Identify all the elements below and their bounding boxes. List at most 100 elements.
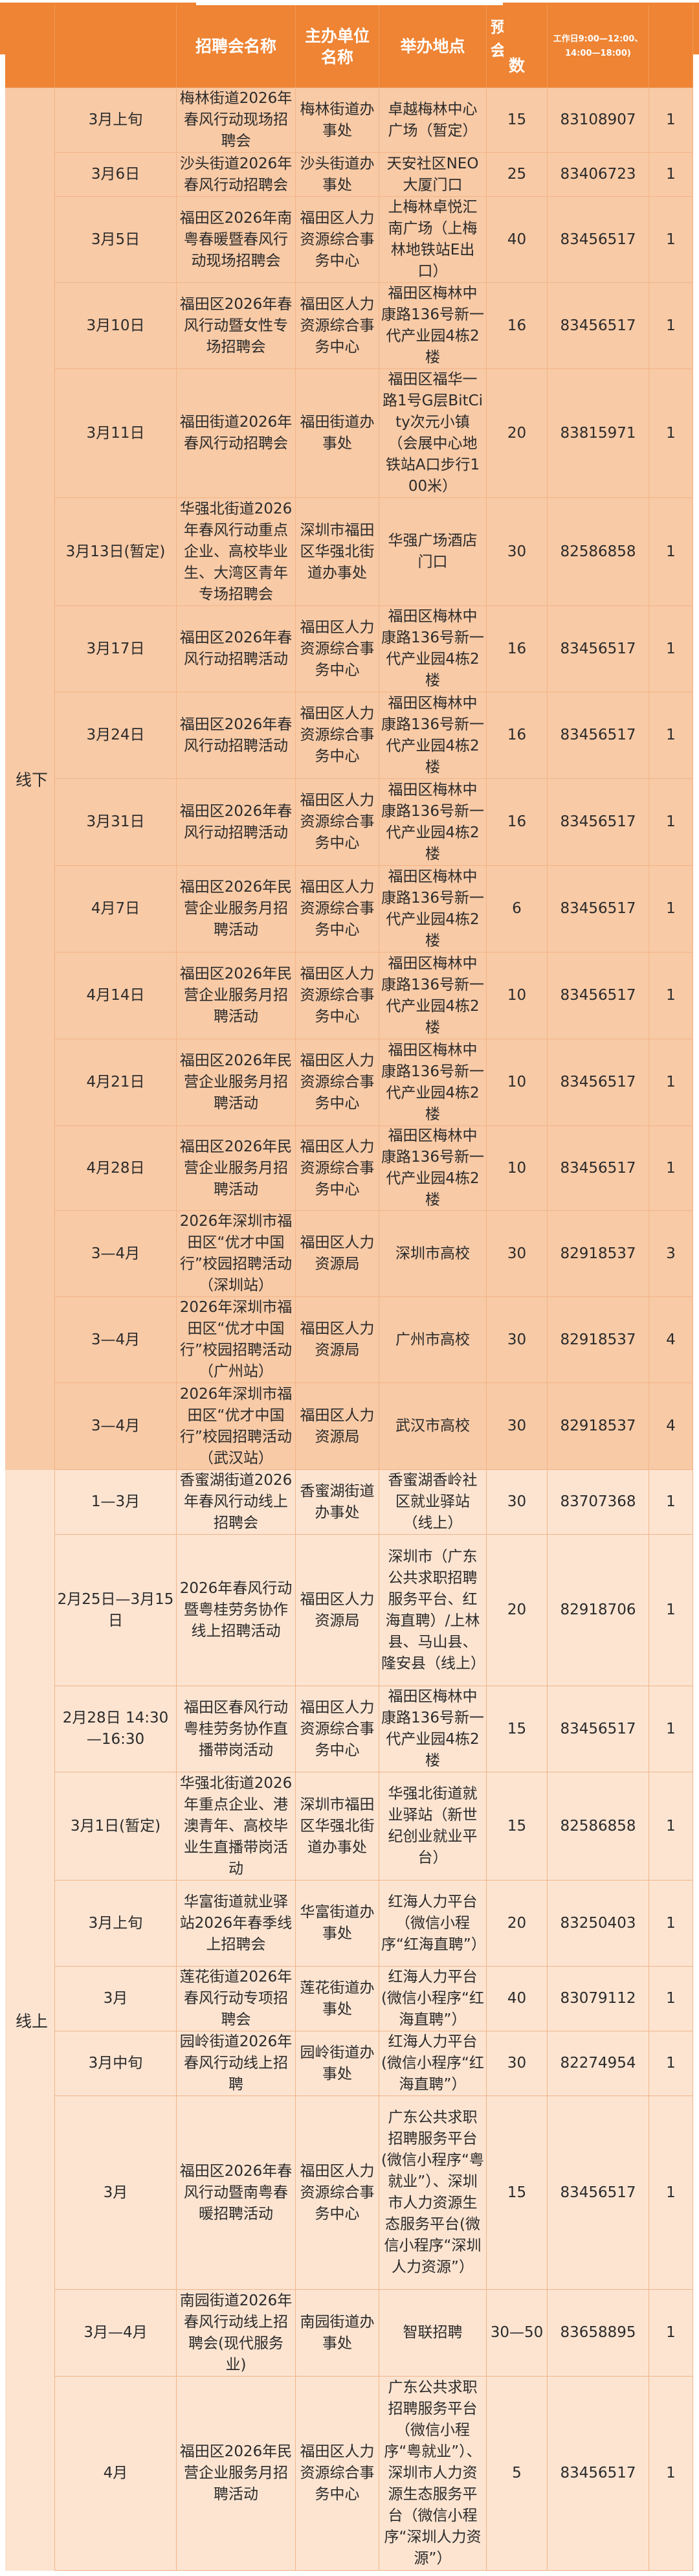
date-cell: 3月31日 [55,779,177,865]
last-cell: 1 [649,283,693,368]
header-white-strip [196,0,503,5]
venue-cell: 福田区梅林中康路136号新一代产业园4栋2楼 [379,1126,487,1210]
organizer-cell: 福田区人力资源局 [296,1535,379,1686]
table-row: 3—4月 2026年深圳市福田区“优才中国行”校园招聘活动（广州站） 福田区人力资源… [55,1297,693,1383]
date-cell: 2月25日—3月15日 [55,1535,177,1686]
phone-cell: 83456517 [548,606,649,692]
count-cell: 40 [487,197,548,282]
last-cell: 1 [649,1772,693,1880]
venue-cell: 智联招聘 [379,2290,487,2376]
phone-cell: 82918706 [548,1535,649,1686]
organizer-cell: 香蜜湖街道办事处 [296,1470,379,1534]
count-cell: 20 [487,1881,548,1966]
header-fair-name: 招聘会名称 [177,5,296,87]
phone-cell: 83456517 [548,2096,649,2289]
count-cell: 15 [487,1772,548,1880]
last-cell: 1 [649,606,693,692]
offline-section: 线下 3月上旬 梅林街道2026年春风行动现场招聘会 梅林街道办事处 卓越梅林中心广场… [5,88,693,1470]
venue-cell: 卓越梅林中心广场（暂定） [379,88,487,152]
last-cell: 4 [649,1383,693,1469]
organizer-cell: 福田区人力资源综合事务中心 [296,1039,379,1125]
venue-cell: 广东公共求职招聘服务平台（微信小程序“粤就业”）、深圳市人力资源生态服务平台（微… [379,2377,487,2570]
table-header: 招聘会名称 主办单位名称 举办地点 预会 数 工作日9:00—12:00、14:… [5,5,693,88]
fair-name-cell: 福田区2026年春风行动暨女性专场招聘会 [177,283,296,368]
fair-name-cell: 华强北街道2026年重点企业、港澳青年、高校毕业生直播带岗活动 [177,1772,296,1880]
date-cell: 3—4月 [55,1211,177,1296]
venue-cell: 华强北街道就业驿站（新世纪创业就业平台） [379,1772,487,1880]
count-cell: 16 [487,283,548,368]
venue-cell: 红海人力平台(微信小程序“红海直聘”） [379,1967,487,2031]
last-cell: 1 [649,2290,693,2376]
venue-cell: 深圳市高校 [379,1211,487,1296]
table-row: 3月上旬 华富街道就业驿站2026年春季线上招聘会 华富街道办事处 红海人力平台（微信… [55,1881,693,1967]
phone-cell: 83456517 [548,197,649,282]
venue-cell: 福田区梅林中康路136号新一代产业园4栋2楼 [379,1686,487,1772]
venue-cell: 福田区梅林中康路136号新一代产业园4栋2楼 [379,953,487,1039]
organizer-cell: 福田区人力资源局 [296,1383,379,1469]
table-row: 2月25日—3月15日 2026年春风行动暨粤桂劳务协作线上招聘活动 福田区人力资源… [55,1535,693,1686]
phone-cell: 82918537 [548,1383,649,1469]
count-cell: 10 [487,1039,548,1125]
count-cell: 30—50 [487,2290,548,2376]
table-row: 3月10日 福田区2026年春风行动暨女性专场招聘会 福田区人力资源综合事务中心 福田… [55,283,693,369]
category-online: 线上 [5,1470,55,2571]
venue-cell: 深圳市（广东公共求职招聘服务平台、红海直聘）/上林县、马山县、隆安县（线上） [379,1535,487,1686]
date-cell: 3—4月 [55,1297,177,1383]
date-cell: 3月24日 [55,692,177,778]
phone-cell: 83250403 [548,1881,649,1966]
header-venue: 举办地点 [379,5,487,87]
fair-name-cell: 福田区2026年春风行动招聘活动 [177,692,296,778]
online-rows: 1—3月 香蜜湖街道2026年春风行动线上招聘会 香蜜湖街道办事处 香蜜湖香岭社区就业… [55,1470,693,2571]
count-cell: 20 [487,1535,548,1686]
organizer-cell: 梅林街道办事处 [296,88,379,152]
header-count-fragment: 预会 [491,16,504,62]
fair-name-cell: 2026年深圳市福田区“优才中国行”校园招聘活动（深圳站） [177,1211,296,1296]
table-row: 4月14日 福田区2026年民营企业服务月招聘活动 福田区人力资源综合事务中心 福田区… [55,953,693,1039]
last-cell: 1 [649,1967,693,2031]
count-cell: 30 [487,1297,548,1383]
fair-name-cell: 南园街道2026年春风行动线上招聘会(现代服务业) [177,2290,296,2376]
organizer-cell: 福田街道办事处 [296,369,379,497]
fair-name-cell: 2026年春风行动暨粤桂劳务协作线上招聘活动 [177,1535,296,1686]
table-row: 3月5日 福田区2026年南粤春暖暨春风行动现场招聘会 福田区人力资源综合事务中心上… [55,197,693,283]
phone-cell: 83456517 [548,1686,649,1772]
table-row: 3月13日(暂定) 华强北街道2026年春风行动重点企业、高校毕业生、大湾区青年专… [55,498,693,606]
date-cell: 3月上旬 [55,1881,177,1966]
phone-cell: 83456517 [548,1126,649,1210]
table-row: 3月31日 福田区2026年春风行动招聘活动 福田区人力资源综合事务中心 福田区梅林中… [55,779,693,866]
venue-cell: 福田区福华一路1号G层BitCity次元小镇（会展中心地铁站A口步行100米） [379,369,487,497]
fair-name-cell: 梅林街道2026年春风行动现场招聘会 [177,88,296,152]
header-category [5,5,55,87]
date-cell: 3月13日(暂定) [55,498,177,605]
count-cell: 15 [487,1686,548,1772]
venue-cell: 广东公共求职招聘服务平台(微信小程序“粤就业”）、深圳市人力资源生态服务平台(微… [379,2096,487,2289]
table-row: 4月21日 福田区2026年民营企业服务月招聘活动 福田区人力资源综合事务中心 福田区… [55,1039,693,1126]
table-row: 4月7日 福田区2026年民营企业服务月招聘活动 福田区人力资源综合事务中心 福田区梅… [55,866,693,953]
last-cell: 1 [649,953,693,1039]
table-row: 4月28日 福田区2026年民营企业服务月招聘活动 福田区人力资源综合事务中心 福田区… [55,1126,693,1211]
fair-name-cell: 2026年深圳市福田区“优才中国行”校园招聘活动（广州站） [177,1297,296,1383]
date-cell: 4月7日 [55,866,177,952]
date-cell: 3月 [55,1967,177,2031]
date-cell: 3月1日(暂定) [55,1772,177,1880]
organizer-cell: 福田区人力资源综合事务中心 [296,1686,379,1772]
count-cell: 30 [487,1383,548,1469]
venue-cell: 天安社区NEO大厦门口 [379,153,487,196]
organizer-cell: 福田区人力资源局 [296,1211,379,1296]
organizer-cell: 福田区人力资源综合事务中心 [296,283,379,368]
phone-cell: 83658895 [548,2290,649,2376]
table-row: 2月28日 14:30—16:30 福田区春风行动粤桂劳务协作直播带岗活动 福田区人… [55,1686,693,1772]
fair-name-cell: 2026年深圳市福田区“优才中国行”校园招聘活动（武汉站） [177,1383,296,1469]
fair-name-cell: 福田区2026年春风行动招聘活动 [177,606,296,692]
last-cell: 1 [649,2377,693,2570]
venue-cell: 香蜜湖香岭社区就业驿站（线上） [379,1470,487,1534]
fair-name-cell: 福田区2026年民营企业服务月招聘活动 [177,1039,296,1125]
fair-name-cell: 福田区2026年春风行动招聘活动 [177,779,296,865]
category-offline: 线下 [5,88,55,1470]
last-cell: 1 [649,2096,693,2289]
phone-cell: 83456517 [548,866,649,952]
header-count-label: 数 [508,56,525,75]
header-phone: 工作日9:00—12:00、14:00—18:00) [548,5,649,87]
organizer-cell: 福田区人力资源综合事务中心 [296,2377,379,2570]
table-row: 3月17日 福田区2026年春风行动招聘活动 福田区人力资源综合事务中心 福田区梅林中… [55,606,693,692]
